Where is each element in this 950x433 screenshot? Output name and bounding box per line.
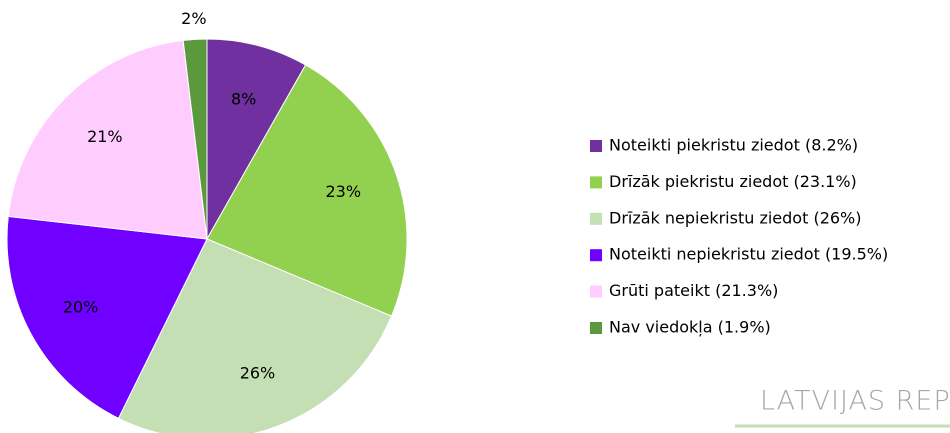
legend-label: Nav viedokļa (1.9%) xyxy=(609,318,771,337)
watermark: LATVIJAS REPUBL xyxy=(760,386,950,417)
pie-slice xyxy=(206,64,408,317)
data-label: 23% xyxy=(325,182,361,201)
data-label: 8% xyxy=(231,89,256,108)
legend-label: Drīzāk nepiekristu ziedot (26%) xyxy=(609,208,862,227)
legend-label: Grūti pateikt (21.3%) xyxy=(609,281,778,300)
legend-swatch xyxy=(590,322,602,334)
data-label: 21% xyxy=(87,127,123,146)
legend-swatch xyxy=(590,285,602,298)
data-label: 20% xyxy=(63,297,99,316)
pie-slice xyxy=(6,215,208,419)
pie-slice xyxy=(7,39,208,240)
pie-slice xyxy=(117,238,393,433)
legend-swatch xyxy=(590,176,602,189)
legend-label: Noteikti nepiekristu ziedot (19.5%) xyxy=(609,245,888,264)
pie-slice xyxy=(182,38,208,240)
data-label: 2% xyxy=(181,9,206,28)
legend-label: Noteikti piekristu ziedot (8.2%) xyxy=(609,136,858,155)
legend-label: Drīzāk piekristu ziedot (23.1%) xyxy=(609,172,857,191)
data-label: 26% xyxy=(240,363,276,382)
pie-slice xyxy=(206,38,307,241)
legend-swatch xyxy=(590,140,602,152)
legend-swatch xyxy=(590,212,602,225)
legend-swatch xyxy=(590,249,602,262)
